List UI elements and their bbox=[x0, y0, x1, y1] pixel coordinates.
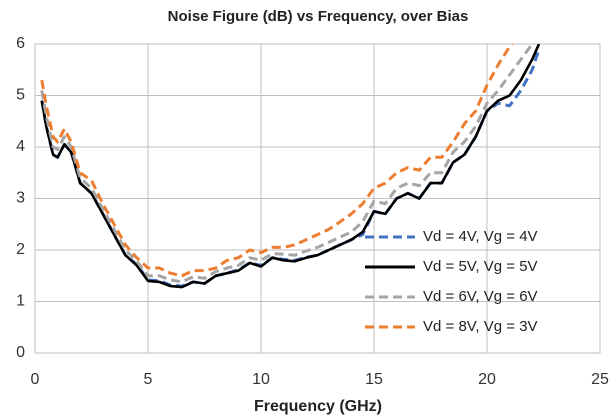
y-tick-label: 4 bbox=[16, 138, 25, 155]
x-tick-label: 15 bbox=[365, 371, 383, 388]
x-tick-label: 5 bbox=[144, 371, 153, 388]
legend-label: Vd = 6V, Vg = 6V bbox=[423, 288, 538, 305]
chart-title: Noise Figure (dB) vs Frequency, over Bia… bbox=[168, 8, 469, 25]
y-tick-label: 6 bbox=[16, 35, 25, 52]
legend-label: Vd = 5V, Vg = 5V bbox=[423, 258, 538, 275]
y-tick-label: 3 bbox=[16, 190, 25, 207]
series-line bbox=[40, 44, 534, 284]
series-line bbox=[40, 48, 541, 288]
legend-label: Vd = 8V, Vg = 3V bbox=[423, 318, 538, 335]
y-tick-label: 5 bbox=[16, 87, 25, 104]
y-tick-label: 2 bbox=[16, 241, 25, 258]
plot-area bbox=[40, 44, 541, 289]
x-tick-label: 25 bbox=[591, 371, 609, 388]
x-tick-label: 10 bbox=[252, 371, 270, 388]
series-line bbox=[40, 44, 541, 289]
y-tick-label: 0 bbox=[16, 344, 25, 361]
plot-border bbox=[34, 43, 601, 354]
legend-label: Vd = 4V, Vg = 4V bbox=[423, 228, 538, 245]
x-tick-label: 0 bbox=[31, 371, 40, 388]
y-tick-label: 1 bbox=[16, 293, 25, 310]
series-line bbox=[40, 44, 514, 278]
x-axis-label: Frequency (GHz) bbox=[254, 398, 382, 415]
x-tick-label: 20 bbox=[478, 371, 496, 388]
